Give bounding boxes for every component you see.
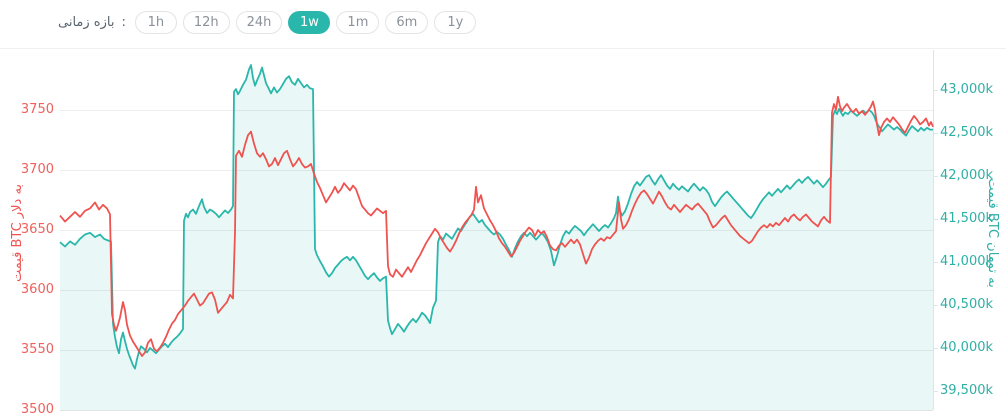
range-pill-1y[interactable]: 1y	[434, 11, 477, 34]
range-pill-1h[interactable]: 1h	[134, 11, 177, 34]
left-axis-tick-label: 3750	[20, 102, 54, 117]
right-axis-tick-label: 41,000k	[940, 254, 994, 269]
right-axis-tick-label: 39,500k	[940, 383, 994, 398]
range-pill-1w[interactable]: 1w	[288, 11, 331, 34]
toman-series-fill	[60, 65, 933, 410]
right-axis-tick-label: 40,500k	[940, 297, 994, 312]
time-range-label: بازه زمانی	[58, 15, 115, 30]
time-range-label-colon: :	[121, 15, 126, 30]
right-axis-title: قیمت BTC به تومان	[985, 178, 1000, 288]
time-range-pill-group: 1h 12h 24h 1w 1m 6m 1y	[134, 11, 477, 34]
left-axis-tick-label: 3600	[20, 282, 54, 297]
range-pill-1m[interactable]: 1m	[336, 11, 380, 34]
usd-series-line	[59, 95, 934, 357]
left-axis-tick-label: 3650	[20, 222, 54, 237]
right-axis-tick-label: 40,000k	[940, 340, 994, 355]
left-axis-tick-label: 3700	[20, 162, 54, 177]
range-pill-24h[interactable]: 24h	[235, 11, 283, 34]
time-range-toolbar: بازه زمانی : 1h 12h 24h 1w 1m 6m 1y	[58, 11, 477, 34]
left-axis-title: قیمت BTC به دلار	[10, 183, 25, 283]
left-axis-tick-label: 3550	[20, 342, 54, 357]
right-axis-tick-label: 42,500k	[940, 125, 994, 140]
toman-series-line	[59, 64, 933, 370]
right-axis-tick-label: 43,000k	[940, 82, 994, 97]
right-axis-tick-label: 42,000k	[940, 168, 994, 183]
left-axis-tick-label: 3500	[20, 402, 54, 414]
range-pill-12h[interactable]: 12h	[182, 11, 230, 34]
range-pill-6m[interactable]: 6m	[385, 11, 429, 34]
right-axis-tick-label: 41,500k	[940, 211, 994, 226]
